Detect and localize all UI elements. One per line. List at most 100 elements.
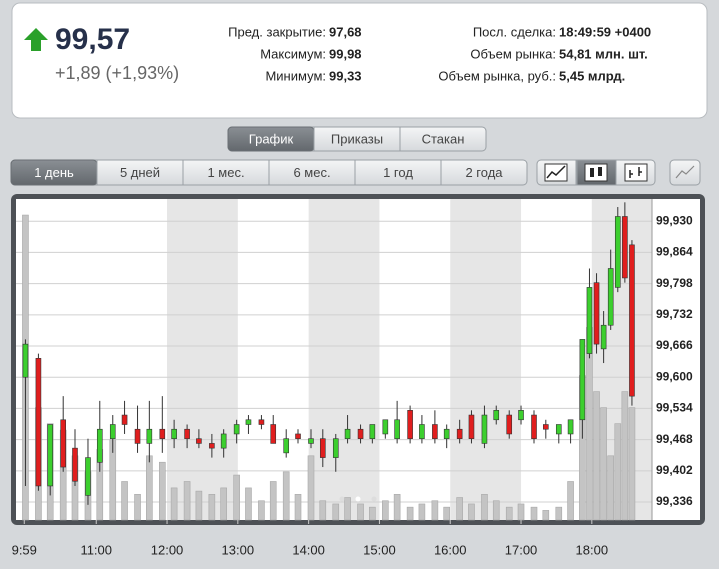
candle-body (506, 414, 513, 435)
period[interactable]: 5 дней (120, 165, 160, 180)
candle-body (35, 358, 42, 487)
period[interactable]: 1 день (34, 165, 74, 180)
stat-label: Объем рынка: (470, 46, 556, 61)
volume-bar (121, 481, 128, 521)
stat-label: Посл. сделка: (473, 24, 556, 39)
chart-type-buttons (536, 159, 701, 186)
period[interactable]: 2 года (465, 165, 503, 180)
candle-body (419, 424, 425, 439)
tab[interactable]: График (249, 131, 294, 146)
tab[interactable]: Стакан (422, 131, 465, 146)
volume-bar (134, 494, 141, 521)
candle-body (543, 424, 549, 430)
candle-body (295, 433, 301, 439)
stat-label: Максимум: (260, 46, 326, 61)
volume-bars (22, 214, 636, 521)
candle-body (72, 447, 78, 482)
candle-body (283, 438, 290, 454)
candle-body (531, 414, 537, 439)
candle-body (369, 424, 376, 439)
volume-bar (628, 407, 636, 521)
periods: 1 день 5 дней 1 мес. 6 мес. 1 год 2 года (10, 159, 528, 186)
candle-body (614, 216, 621, 288)
line-icon[interactable] (544, 163, 568, 182)
volume-bar (269, 481, 277, 521)
y-tick-label: 99,468 (656, 432, 693, 446)
volume-bar (220, 487, 227, 521)
stat-value: 54,81 млн. шт. (559, 46, 648, 61)
candle-icon[interactable] (584, 163, 608, 182)
volume-bar (443, 506, 450, 521)
volume-bar (319, 500, 327, 521)
candle-body (456, 428, 463, 439)
period[interactable]: 1 мес. (207, 165, 244, 180)
y-tick-label: 99,864 (656, 245, 693, 259)
x-tick-label: 18:00 (576, 542, 609, 557)
x-tick-label: 13:00 (222, 542, 255, 557)
candle-body (629, 244, 635, 397)
stat-value: 99,33 (329, 68, 362, 83)
stat-label: Минимум: (265, 68, 326, 83)
volume-bar (456, 497, 463, 521)
axes: 9:59 11:00 12:00 13:00 14:00 15:00 16:00 17:00 1… (12, 199, 693, 557)
volume-bar (195, 490, 203, 521)
candle-body (245, 419, 252, 425)
candle-body (481, 414, 488, 444)
candle-body (319, 438, 326, 458)
candle-body (184, 428, 190, 439)
volume-bar (233, 474, 240, 521)
volume-bar (607, 455, 615, 521)
candle-body (579, 339, 586, 421)
volume-bar (382, 500, 389, 521)
candle-body (308, 438, 314, 444)
volume-bar (258, 500, 265, 521)
x-tick-label: 16:00 (434, 542, 467, 557)
volume-bar (555, 506, 563, 521)
x-tick-label: 12:00 (151, 542, 184, 557)
volume-bar (282, 471, 290, 521)
period[interactable]: 6 мес. (293, 165, 330, 180)
period[interactable]: 1 год (383, 165, 413, 180)
y-tick-label: 99,732 (656, 307, 693, 321)
stat-value: 97,68 (329, 24, 362, 39)
volume-bar (517, 503, 525, 521)
candle-body (407, 410, 413, 439)
candle-body (146, 428, 153, 444)
volume-bar (369, 506, 376, 521)
volume-bar (431, 500, 439, 521)
quote-panel (11, 2, 708, 119)
volume-bar (393, 494, 401, 521)
candle-body (622, 216, 628, 279)
stripe (308, 199, 380, 520)
x-tick-label: 17:00 (505, 542, 538, 557)
volume-bar (468, 503, 475, 521)
tabs: График Приказы Стакан (227, 126, 487, 152)
bar-icon[interactable] (624, 163, 648, 182)
y-tick-label: 99,666 (656, 338, 693, 352)
x-tick-label: 11:00 (80, 542, 112, 557)
candle-body (432, 424, 438, 439)
candle-body (555, 424, 562, 435)
volume-bar (357, 503, 364, 521)
tab[interactable]: Приказы (331, 131, 383, 146)
volume-bar (307, 455, 315, 521)
volume-bar (481, 494, 488, 521)
stat-label: Пред. закрытие: (228, 24, 326, 39)
candle-body (332, 438, 339, 458)
x-tick-label: 15:00 (363, 542, 396, 557)
grid (16, 220, 652, 503)
compare-button[interactable] (669, 159, 701, 186)
stat-label: Объем рынка, руб.: (438, 68, 556, 83)
volume-bar (614, 423, 622, 521)
volume-bar (159, 461, 166, 521)
candle-body (518, 410, 524, 421)
y-tick-label: 99,534 (656, 401, 693, 415)
stat-value: 5,45 млрд. (559, 68, 625, 83)
candle-body (344, 428, 351, 439)
candle-body (96, 428, 103, 463)
change: +1,89 (+1,93%) (55, 63, 179, 83)
volume-bar (208, 494, 216, 521)
